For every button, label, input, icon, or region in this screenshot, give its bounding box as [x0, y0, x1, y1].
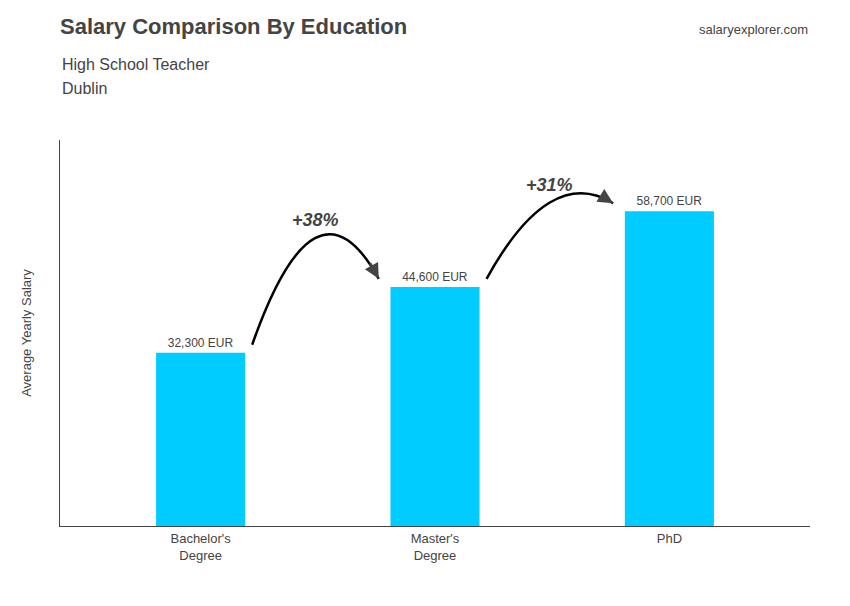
svg-text:44,600 EUR: 44,600 EUR — [402, 270, 468, 284]
svg-text:Average Yearly Salary: Average Yearly Salary — [19, 269, 34, 397]
svg-text:High School Teacher: High School Teacher — [62, 56, 210, 73]
svg-text:Salary Comparison By Education: Salary Comparison By Education — [60, 14, 407, 39]
svg-text:Bachelor'sDegree: Bachelor'sDegree — [170, 531, 231, 563]
svg-text:salaryexplorer.com: salaryexplorer.com — [699, 22, 808, 37]
svg-text:32,300 EUR: 32,300 EUR — [168, 336, 234, 350]
svg-text:58,700 EUR: 58,700 EUR — [637, 194, 703, 208]
svg-text:Dublin: Dublin — [62, 80, 107, 97]
svg-text:Master'sDegree: Master'sDegree — [411, 531, 460, 563]
svg-text:+31%: +31% — [526, 175, 573, 195]
svg-text:+38%: +38% — [292, 210, 339, 230]
svg-text:PhD: PhD — [657, 531, 682, 546]
